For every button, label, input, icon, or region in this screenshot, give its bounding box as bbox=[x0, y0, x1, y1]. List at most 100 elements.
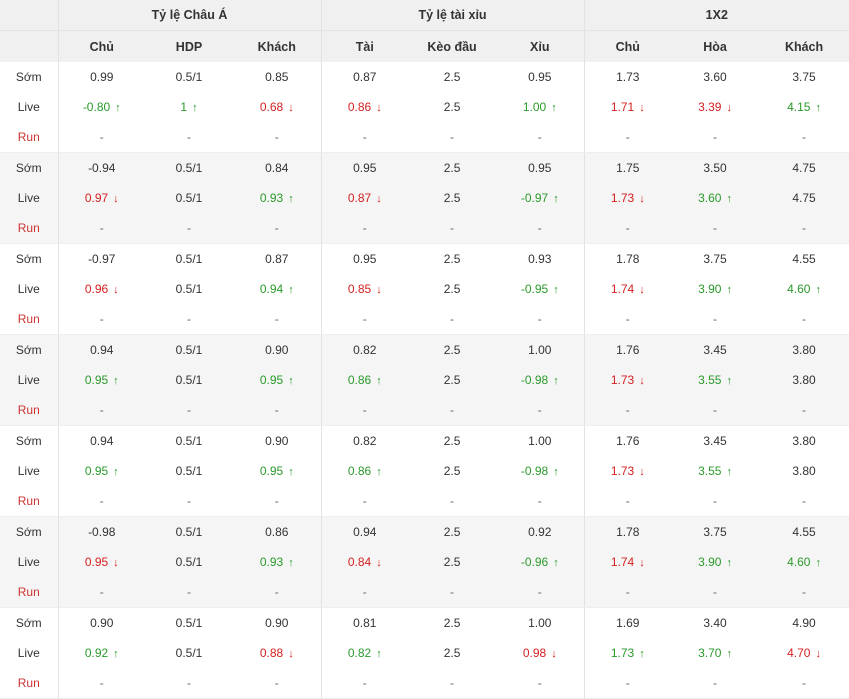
odds-cell: - bbox=[496, 577, 585, 608]
col-header-1x2-home: Chủ bbox=[583, 30, 672, 62]
odds-cell: 0.92 bbox=[496, 516, 585, 547]
odds-cell: -0.96 ↑ bbox=[496, 547, 585, 577]
odds-value: 0.96 bbox=[84, 282, 109, 296]
odds-row-live: Live 0.95 ↑ 0.5/1 0.95 ↑ 0.86 ↑ 2.5 -0.98 ↑ 1.73 ↓ 3.… bbox=[0, 456, 849, 486]
arrow-up-icon: ↑ bbox=[815, 102, 821, 114]
odds-value: 0.97 bbox=[84, 191, 109, 205]
odds-cell: - bbox=[759, 668, 849, 699]
odds-cell: - bbox=[320, 577, 409, 608]
arrow-up-icon: ↑ bbox=[815, 284, 821, 296]
odds-value: 1.73 bbox=[610, 646, 635, 660]
group-over-under-title: Tỷ lệ tài xỉu bbox=[320, 0, 585, 31]
odds-value: 0.95 bbox=[259, 464, 284, 478]
odds-cell: 1.71 ↓ bbox=[583, 92, 672, 122]
arrow-up-icon: ↑ bbox=[113, 375, 119, 387]
arrow-down-icon: ↓ bbox=[288, 648, 294, 660]
arrow-down-icon: ↓ bbox=[639, 466, 645, 478]
arrow-up-icon: ↑ bbox=[639, 648, 645, 660]
odds-cell: 4.55 bbox=[792, 252, 816, 266]
odds-cell: -0.97 ↑ bbox=[496, 183, 585, 213]
odds-cell: - bbox=[759, 486, 849, 517]
odds-value: 1 bbox=[180, 100, 188, 114]
arrow-down-icon: ↓ bbox=[639, 102, 645, 114]
odds-cell: 3.50 bbox=[671, 152, 760, 183]
odds-cell: 4.70 ↓ bbox=[759, 638, 849, 668]
row-label-run: Run bbox=[0, 122, 58, 153]
header-corner-sub bbox=[0, 30, 58, 62]
row-label-early: Sớm bbox=[0, 334, 58, 365]
odds-cell: 0.5/1 bbox=[145, 456, 233, 486]
odds-cell: - bbox=[320, 395, 409, 426]
odds-value: 1.71 bbox=[610, 100, 635, 114]
arrow-up-icon: ↑ bbox=[815, 557, 821, 569]
odds-cell: 0.95 ↑ bbox=[57, 365, 145, 395]
odds-value: 2.5 bbox=[443, 373, 461, 387]
odds-cell: 0.95 bbox=[528, 70, 552, 84]
odds-cell: 0.94 bbox=[57, 334, 145, 365]
odds-cell: - bbox=[233, 395, 322, 426]
odds-row-run: Run - - - - - - - - - bbox=[0, 668, 849, 699]
arrow-down-icon: ↓ bbox=[376, 193, 382, 205]
odds-cell: - bbox=[145, 122, 233, 153]
odds-row-early: Sớm -0.94 0.5/1 0.84 0.95 2.5 0.95 1.75 3.50 4.75 bbox=[0, 152, 849, 183]
arrow-up-icon: ↑ bbox=[553, 193, 559, 205]
odds-cell: 4.90 bbox=[792, 616, 816, 630]
odds-cell: 0.87 bbox=[265, 252, 289, 266]
row-label-early: Sớm bbox=[15, 434, 42, 448]
odds-row-early: Sớm 0.94 0.5/1 0.90 0.82 2.5 1.00 1.76 3.45 3.80 bbox=[0, 334, 849, 365]
odds-cell: 0.94 bbox=[57, 425, 145, 456]
odds-value: 0.5/1 bbox=[175, 373, 203, 387]
odds-cell: 4.60 ↑ bbox=[759, 547, 849, 577]
odds-value: 0.94 bbox=[259, 282, 284, 296]
odds-value: 4.70 bbox=[787, 646, 811, 660]
odds-cell: - bbox=[671, 395, 760, 426]
arrow-up-icon: ↑ bbox=[288, 193, 294, 205]
odds-value: 0.5/1 bbox=[175, 191, 203, 205]
odds-cell: 0.5/1 bbox=[175, 252, 203, 266]
odds-cell: 0.86 ↓ bbox=[320, 92, 409, 122]
arrow-down-icon: ↓ bbox=[376, 102, 382, 114]
odds-cell: 2.5 bbox=[443, 252, 461, 266]
odds-row-run: Run - - - - - - - - - bbox=[0, 304, 849, 335]
odds-cell: 0.93 ↑ bbox=[233, 547, 322, 577]
odds-cell: 1.73 ↑ bbox=[583, 638, 672, 668]
arrow-down-icon: ↓ bbox=[726, 102, 732, 114]
odds-cell: 3.75 bbox=[792, 70, 816, 84]
odds-cell: 0.81 bbox=[320, 607, 409, 638]
odds-value: 3.90 bbox=[698, 555, 722, 569]
odds-cell: - bbox=[57, 486, 145, 517]
odds-cell: 0.5/1 bbox=[145, 516, 233, 547]
odds-cell: 2.5 bbox=[408, 92, 496, 122]
arrow-up-icon: ↑ bbox=[553, 466, 559, 478]
odds-cell: - bbox=[496, 668, 585, 699]
odds-value: 1.74 bbox=[610, 282, 635, 296]
row-label-run: Run bbox=[0, 304, 58, 335]
odds-cell: - bbox=[759, 577, 849, 608]
odds-cell: 0.5/1 bbox=[145, 365, 233, 395]
arrow-down-icon: ↓ bbox=[639, 557, 645, 569]
odds-cell: 0.82 ↑ bbox=[320, 638, 409, 668]
row-label-live: Live bbox=[17, 646, 40, 660]
arrow-down-icon: ↓ bbox=[639, 193, 645, 205]
odds-cell: 0.5/1 bbox=[175, 434, 203, 448]
odds-cell: 3.70 ↑ bbox=[671, 638, 759, 668]
odds-cell: - bbox=[583, 304, 672, 335]
odds-cell: 4.75 bbox=[759, 152, 849, 183]
odds-row-early: Sớm 0.90 0.5/1 0.90 0.81 2.5 1.00 1.69 3.40 4.90 bbox=[0, 607, 849, 638]
odds-cell: - bbox=[671, 486, 760, 517]
odds-value: 1.00 bbox=[522, 100, 547, 114]
arrow-up-icon: ↑ bbox=[376, 466, 382, 478]
odds-cell: 3.90 ↑ bbox=[671, 547, 760, 577]
arrow-up-icon: ↑ bbox=[726, 375, 732, 387]
odds-value: 2.5 bbox=[443, 464, 461, 478]
arrow-up-icon: ↑ bbox=[115, 102, 121, 114]
row-label-run: Run bbox=[0, 577, 58, 608]
odds-row-early: Sớm 0.94 0.5/1 0.90 0.82 2.5 1.00 1.76 3.45 3.80 bbox=[0, 425, 849, 456]
odds-cell: 4.60 ↑ bbox=[759, 274, 849, 304]
odds-value: 0.95 bbox=[84, 555, 109, 569]
odds-value: -0.95 bbox=[520, 282, 549, 296]
odds-cell: 0.99 bbox=[57, 62, 145, 92]
row-label-early: Sớm bbox=[0, 516, 58, 547]
odds-cell: - bbox=[583, 395, 672, 426]
row-label-live: Live bbox=[17, 100, 40, 114]
